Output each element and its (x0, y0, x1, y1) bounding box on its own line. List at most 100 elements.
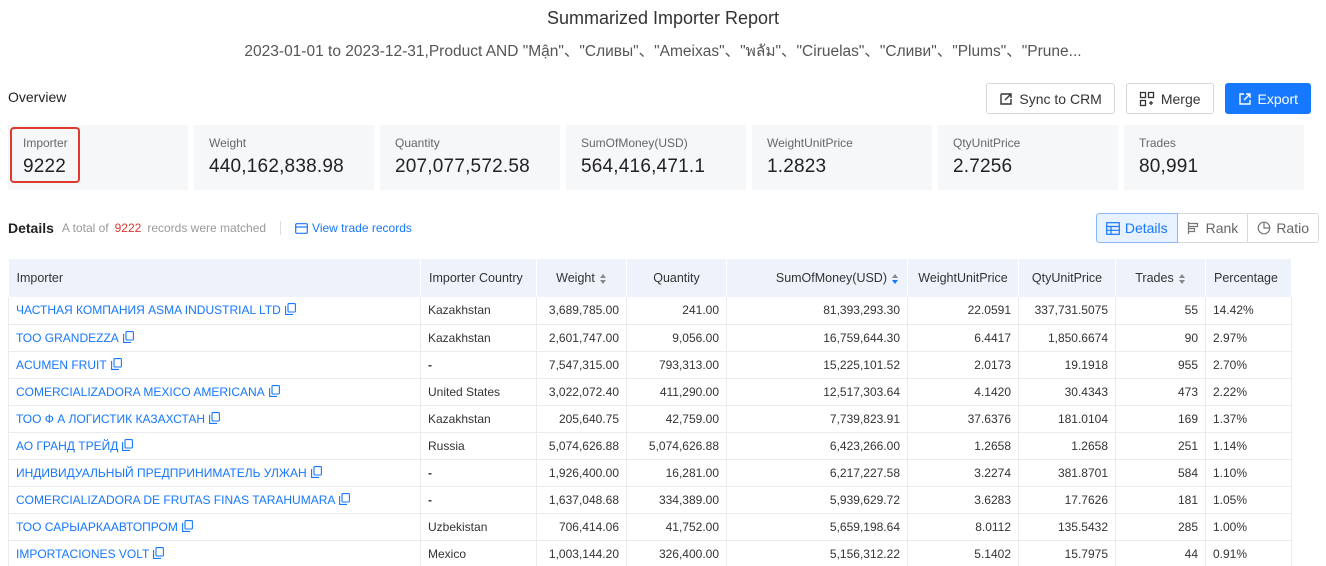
qty-unit-price-cell: 1,850.6674 (1018, 324, 1116, 352)
tab-ratio[interactable]: Ratio (1247, 213, 1319, 243)
table-row: ЧАСТНАЯ КОМПАНИЯ ASMA INDUSTRIAL LTD Kaza… (8, 297, 1292, 325)
country-cell: - (420, 486, 537, 514)
qty-unit-price-cell: 1.2658 (1018, 432, 1116, 460)
copy-icon[interactable] (268, 384, 280, 397)
stat-value: 1.2823 (767, 156, 827, 177)
country-cell: Uzbekistan (420, 513, 537, 541)
copy-icon[interactable] (122, 330, 134, 343)
table-body: ЧАСТНАЯ КОМПАНИЯ ASMA INDUSTRIAL LTD Kaza… (8, 297, 1292, 566)
sum-of-money-cell: 6,423,266.00 (726, 432, 908, 460)
stat-value: 9222 (23, 156, 67, 177)
sum-of-money-cell: 81,393,293.30 (726, 297, 908, 325)
merge-button[interactable]: Merge (1125, 83, 1214, 114)
copy-icon[interactable] (284, 303, 296, 316)
sync-icon (1000, 92, 1013, 105)
col-trades[interactable]: Trades (1115, 259, 1206, 297)
stat-weight: Weight 440,162,838.98 (194, 125, 374, 190)
divider (280, 221, 282, 235)
percentage-cell: 1.14% (1205, 432, 1292, 460)
sum-of-money-cell: 16,759,644.30 (726, 324, 908, 352)
stat-label: QtyUnitPrice (953, 136, 1021, 150)
percentage-cell: 1.10% (1205, 459, 1292, 487)
country-cell: Kazakhstan (420, 297, 537, 325)
table-row: COMERCIALIZADORA MEXICO AMERICANA United … (8, 378, 1292, 406)
tab-details[interactable]: Details (1095, 213, 1178, 243)
col-qty-unit-price: QtyUnitPrice (1018, 259, 1116, 297)
importer-cell: ЧАСТНАЯ КОМПАНИЯ ASMA INDUSTRIAL LTD (8, 297, 421, 325)
trades-cell: 181 (1115, 486, 1206, 514)
copy-icon[interactable] (209, 411, 221, 424)
importer-name-link[interactable]: ТОО GRANDEZZA (16, 330, 119, 345)
importer-cell: ТОО Ф А ЛОГИСТИК КАЗАХСТАН (8, 405, 421, 433)
export-button[interactable]: Export (1224, 83, 1311, 114)
importer-name-link[interactable]: ТОО САРЫАРКААВТОПРОМ (16, 519, 178, 534)
col-importer-country: Importer Country (420, 259, 537, 297)
copy-icon[interactable] (181, 519, 193, 532)
copy-icon[interactable] (153, 546, 165, 559)
stat-qty-unit-price: QtyUnitPrice 2.7256 (938, 125, 1118, 190)
importer-name-link[interactable]: IMPORTACIONES VOLT (16, 546, 150, 561)
stat-label: Trades (1139, 136, 1176, 150)
weight-cell: 2,601,747.00 (536, 324, 627, 352)
qty-unit-price-cell: 30.4343 (1018, 378, 1116, 406)
tab-rank[interactable]: Rank (1176, 213, 1249, 243)
copy-icon[interactable] (310, 465, 322, 478)
quantity-cell: 5,074,626.88 (626, 432, 727, 460)
weight-unit-price-cell: 2.0173 (907, 351, 1019, 379)
importer-name-link[interactable]: COMERCIALIZADORA MEXICO AMERICANA (16, 384, 265, 399)
trades-cell: 169 (1115, 405, 1206, 433)
weight-cell: 1,003,144.20 (536, 540, 627, 566)
tab-rank-label: Rank (1205, 220, 1239, 236)
trades-cell: 251 (1115, 432, 1206, 460)
weight-cell: 706,414.06 (536, 513, 627, 541)
importer-name-link[interactable]: ИНДИВИДУАЛЬНЫЙ ПРЕДПРИНИМАТЕЛЬ УЛЖАН (16, 465, 307, 480)
sort-icon[interactable] (1178, 273, 1186, 285)
sort-icon[interactable] (599, 273, 607, 285)
qty-unit-price-cell: 181.0104 (1018, 405, 1116, 433)
view-trade-records-link[interactable]: View trade records (295, 221, 412, 235)
country-cell: United States (420, 378, 537, 406)
country-cell: - (420, 351, 537, 379)
table-row: ТОО GRANDEZZA Kazakhstan 2,601,747.00 9,056… (8, 324, 1292, 352)
col-importer: Importer (8, 259, 421, 297)
weight-cell: 205,640.75 (536, 405, 627, 433)
importer-name-link[interactable]: COMERCIALIZADORA DE FRUTAS FINAS TARAHUM… (16, 492, 336, 507)
copy-icon[interactable] (339, 492, 351, 505)
weight-unit-price-cell: 22.0591 (907, 297, 1019, 325)
country-cell: Russia (420, 432, 537, 460)
report-query: 2023-01-01 to 2023-12-31,Product AND "Mậ… (244, 43, 1082, 60)
merge-label: Merge (1160, 90, 1201, 107)
importer-name-link[interactable]: ТОО Ф А ЛОГИСТИК КАЗАХСТАН (16, 411, 206, 426)
stat-sum-of-money: SumOfMoney(USD) 564,416,471.1 (566, 125, 746, 190)
country-cell: - (420, 459, 537, 487)
copy-icon[interactable] (110, 357, 122, 370)
trades-cell: 55 (1115, 297, 1206, 325)
sync-to-crm-button[interactable]: Sync to CRM (986, 83, 1115, 114)
details-bar: Details A total of 9222 records were match… (8, 213, 1318, 243)
weight-unit-price-cell: 3.2274 (907, 459, 1019, 487)
importer-name-link[interactable]: ACUMEN FRUIT (16, 357, 107, 372)
importer-cell: ACUMEN FRUIT (8, 351, 421, 379)
importer-name-link[interactable]: АО ГРАНД ТРЕЙД (16, 438, 119, 453)
qty-unit-price-cell: 19.1918 (1018, 351, 1116, 379)
pie-chart-icon (1257, 221, 1271, 235)
stat-label: WeightUnitPrice (767, 136, 853, 150)
col-sum-of-money[interactable]: SumOfMoney(USD) (726, 259, 908, 297)
quantity-cell: 241.00 (626, 297, 727, 325)
importer-name-link[interactable]: ЧАСТНАЯ КОМПАНИЯ ASMA INDUSTRIAL LTD (16, 303, 281, 318)
sort-icon[interactable] (891, 273, 899, 285)
quantity-cell: 16,281.00 (626, 459, 727, 487)
copy-icon[interactable] (122, 438, 134, 451)
importer-cell: COMERCIALIZADORA DE FRUTAS FINAS TARAHUM… (8, 486, 421, 514)
weight-unit-price-cell: 3.6283 (907, 486, 1019, 514)
weight-cell: 7,547,315.00 (536, 351, 627, 379)
trades-cell: 44 (1115, 540, 1206, 566)
col-weight[interactable]: Weight (536, 259, 627, 297)
weight-cell: 1,637,048.68 (536, 486, 627, 514)
col-percentage: Percentage (1205, 259, 1292, 297)
sum-of-money-cell: 6,217,227.58 (726, 459, 908, 487)
table-row: АО ГРАНД ТРЕЙД Russia 5,074,626.88 5,074,62… (8, 432, 1292, 460)
col-trades-label: Trades (1135, 271, 1174, 285)
weight-cell: 3,689,785.00 (536, 297, 627, 325)
sum-of-money-cell: 12,517,303.64 (726, 378, 908, 406)
